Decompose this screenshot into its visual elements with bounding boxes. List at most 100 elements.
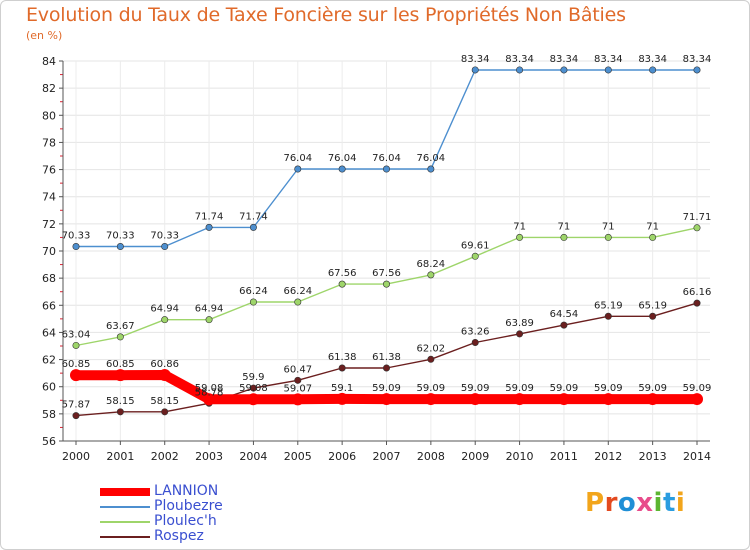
data-point: [427, 165, 435, 173]
data-point: [70, 369, 82, 382]
data-point: [516, 66, 524, 74]
y-tick-label: 70: [42, 245, 56, 258]
data-point: [382, 364, 390, 372]
data-label: 59.09: [550, 383, 579, 394]
legend-label: Rospez: [154, 528, 204, 544]
data-label: 59.09: [505, 383, 534, 394]
y-tick-label: 56: [42, 435, 56, 448]
data-label: 57.87: [62, 400, 91, 411]
data-point: [291, 393, 304, 406]
y-tick-label: 78: [42, 136, 56, 149]
data-label: 64.94: [195, 304, 224, 315]
legend-label: Ploubezre: [154, 498, 223, 514]
data-label: 59.08: [239, 383, 268, 394]
data-label: 76.04: [328, 153, 357, 164]
data-point: [114, 369, 127, 382]
data-label: 63.04: [62, 329, 91, 340]
data-point: [158, 369, 171, 382]
data-label: 70.33: [62, 231, 91, 242]
data-label: 71.71: [683, 212, 712, 223]
y-tick-label: 72: [42, 218, 56, 231]
data-label: 76.04: [417, 153, 446, 164]
data-point: [693, 224, 701, 232]
data-label: 65.19: [638, 300, 667, 311]
data-label: 61.38: [328, 352, 357, 363]
x-tick-label: 2003: [195, 450, 223, 463]
data-point: [336, 392, 349, 405]
data-label: 70.33: [150, 231, 179, 242]
data-label: 59.07: [283, 383, 312, 394]
data-label: 64.54: [550, 309, 579, 320]
data-label: 59.09: [461, 383, 490, 394]
data-label: 60.86: [150, 359, 179, 370]
data-point: [602, 393, 615, 406]
data-label: 66.24: [283, 286, 312, 297]
legend-swatch: [100, 487, 150, 496]
data-point: [516, 330, 524, 338]
data-label: 61.38: [372, 352, 401, 363]
data-point: [249, 298, 257, 306]
data-point: [471, 66, 479, 74]
data-label: 58.78: [195, 387, 224, 398]
data-label: 67.56: [372, 268, 401, 279]
data-point: [249, 223, 257, 231]
data-label: 60.85: [62, 359, 91, 370]
x-tick-label: 2002: [151, 450, 179, 463]
data-label: 83.34: [505, 54, 534, 65]
logo-letter: o: [617, 488, 637, 518]
data-label: 59.08: [195, 383, 224, 394]
x-tick-label: 2010: [506, 450, 534, 463]
data-label: 62.02: [417, 343, 446, 354]
data-point: [161, 316, 169, 324]
data-label: 83.34: [683, 54, 712, 65]
logo-letter: r: [604, 488, 618, 518]
legend-swatch: [100, 535, 150, 538]
data-label: 69.61: [461, 240, 490, 251]
data-label: 71.74: [239, 211, 268, 222]
data-point: [513, 393, 526, 406]
data-label: 60.47: [283, 364, 312, 375]
proxiti-logo: Proxiti: [585, 488, 685, 518]
data-point: [72, 412, 80, 420]
data-label: 70.33: [106, 231, 135, 242]
data-point: [516, 233, 524, 241]
data-point: [205, 316, 213, 324]
legend-swatch: [100, 520, 150, 523]
data-point: [294, 298, 302, 306]
data-label: 58.15: [150, 396, 179, 407]
data-point: [691, 393, 703, 406]
logo-letter: t: [662, 488, 676, 518]
legend-item: Rospez: [100, 529, 223, 544]
data-point: [205, 223, 213, 231]
data-point: [338, 364, 346, 372]
x-tick-label: 2004: [239, 450, 267, 463]
data-label: 83.34: [550, 54, 579, 65]
data-point: [649, 66, 657, 74]
data-point: [560, 233, 568, 241]
logo-letter: P: [585, 488, 605, 518]
legend-label: LANNION: [154, 483, 219, 499]
y-tick-label: 68: [42, 272, 56, 285]
data-point: [294, 165, 302, 173]
data-point: [116, 408, 124, 416]
unit-label: (en %): [26, 29, 63, 42]
logo-letter: i: [675, 488, 686, 518]
data-label: 83.34: [594, 54, 623, 65]
chart-title: Evolution du Taux de Taxe Foncière sur l…: [26, 4, 626, 26]
data-point: [380, 393, 393, 406]
data-label: 66.16: [683, 287, 712, 298]
data-label: 63.89: [505, 318, 534, 329]
x-tick-label: 2008: [417, 450, 445, 463]
x-tick-label: 2001: [106, 450, 134, 463]
data-label: 59.1: [331, 383, 353, 394]
data-point: [693, 299, 701, 307]
data-label: 59.09: [417, 383, 446, 394]
x-tick-label: 2011: [550, 450, 578, 463]
legend: LANNION Ploubezre Ploulec'h Rospez: [100, 484, 223, 544]
x-tick-label: 2009: [461, 450, 489, 463]
y-tick-label: 62: [42, 354, 56, 367]
data-label: 76.04: [372, 153, 401, 164]
legend-label: Ploulec'h: [154, 513, 217, 529]
x-tick-label: 2006: [328, 450, 356, 463]
data-label: 71: [513, 221, 526, 232]
